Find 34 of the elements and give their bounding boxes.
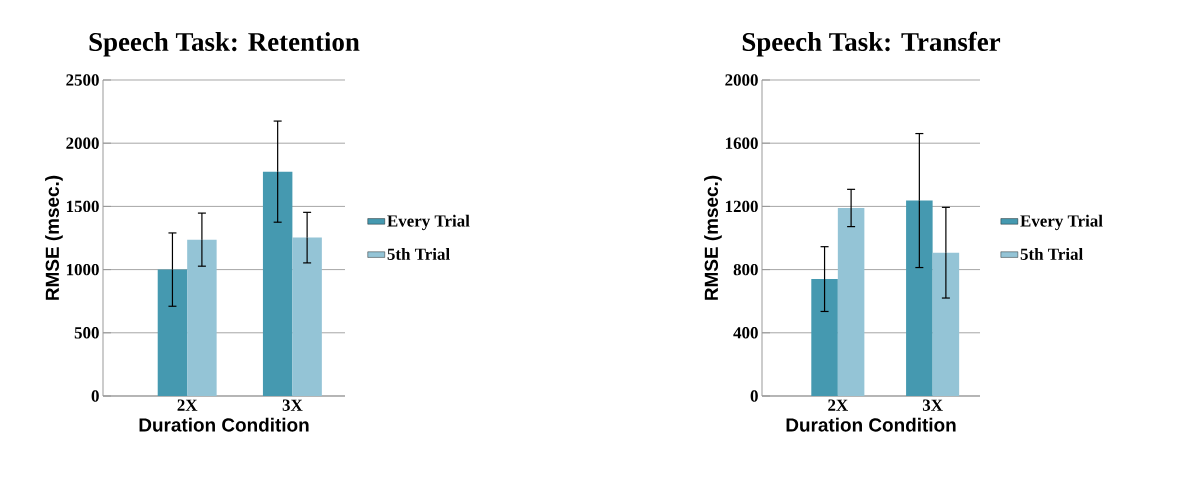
legend-label: 5th Trial bbox=[1020, 247, 1083, 260]
y-tick-label: 800 bbox=[733, 263, 758, 276]
y-tick-label: 500 bbox=[74, 327, 99, 339]
y-axis-title: RMSE (msec.) bbox=[704, 175, 722, 300]
x-tick-label: 2X bbox=[828, 399, 848, 411]
x-axis-title: Duration Condition bbox=[139, 417, 309, 432]
x-tick-label: 3X bbox=[282, 399, 303, 411]
bar bbox=[811, 279, 838, 396]
bar bbox=[837, 207, 865, 396]
x-axis-title: Duration Condition bbox=[786, 417, 956, 432]
legend-label: Every Trial bbox=[387, 214, 470, 231]
y-tick-label: 1000 bbox=[66, 263, 99, 276]
y-tick-label: 2000 bbox=[725, 74, 758, 86]
legend-label: 5th Trial bbox=[387, 247, 450, 260]
bar bbox=[932, 252, 960, 396]
y-tick-label: 2000 bbox=[66, 137, 99, 149]
x-tick-label: 2X bbox=[177, 399, 198, 411]
bar bbox=[157, 269, 188, 396]
y-tick-label: 2500 bbox=[66, 74, 99, 86]
chart-title: Speech Task: Transfer bbox=[742, 31, 1001, 57]
y-tick-label: 1500 bbox=[66, 200, 99, 213]
bar bbox=[262, 171, 293, 396]
bar bbox=[292, 237, 322, 396]
y-tick-label: 0 bbox=[91, 390, 99, 402]
y-tick-label: 1600 bbox=[725, 137, 758, 149]
bar bbox=[187, 239, 217, 396]
y-tick-label: 400 bbox=[733, 327, 758, 339]
y-tick-label: 0 bbox=[750, 390, 758, 402]
bar bbox=[906, 200, 933, 396]
y-tick-label: 1200 bbox=[725, 200, 758, 213]
y-axis-title: RMSE (msec.) bbox=[45, 175, 63, 300]
x-tick-label: 3X bbox=[922, 399, 943, 411]
legend-label: Every Trial bbox=[1020, 214, 1103, 231]
chart-title: Speech Task: Retention bbox=[89, 32, 360, 57]
